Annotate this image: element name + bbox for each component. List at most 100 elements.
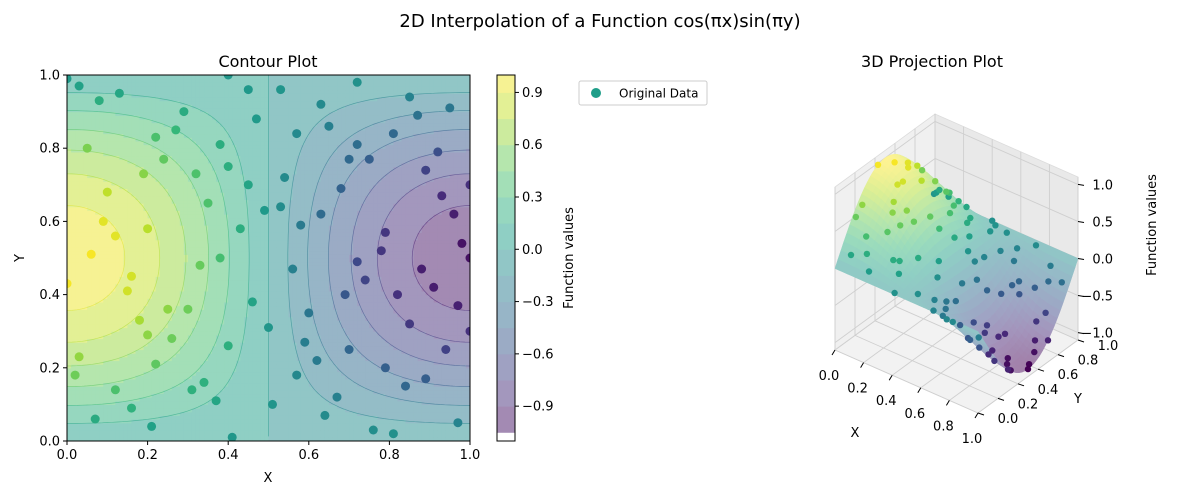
contour-subplot: Contour Plot 0.0 0.2 0.4 0.6 0.8 1.0 0.0 0.2 0.4… <box>13 52 480 486</box>
contour-data-point <box>352 77 362 87</box>
colorbar-band <box>497 170 515 198</box>
surface3d-data-point <box>942 305 949 313</box>
surface3d-data-point <box>1001 330 1009 337</box>
colorbar: 0.9 0.6 0.3 0.0 −0.3 −0.6 −0.9 Function values <box>496 74 577 442</box>
contour-data-point <box>465 180 470 190</box>
surface3d-data-point <box>943 188 950 195</box>
surface3d-data-point <box>915 254 922 262</box>
legend-box <box>578 80 708 106</box>
surface3d-data-point <box>1031 337 1039 344</box>
surface3d-data-point <box>943 316 950 323</box>
colorbar-tick-label: 0.0 <box>522 243 543 258</box>
surface3d-data-point <box>905 164 912 171</box>
contour-data-point <box>183 304 193 314</box>
contour-data-point <box>74 352 84 362</box>
colorbar-band <box>497 75 515 93</box>
contour-data-point <box>74 81 84 91</box>
surface3d-axis-line <box>1077 258 1085 260</box>
surface3d-axis-line <box>974 412 979 419</box>
surface3d-ztick-label: −0.5 <box>1081 290 1113 305</box>
surface3d-axis-line <box>1077 295 1085 298</box>
contour-data-point <box>324 121 334 131</box>
surface3d-data-point <box>1044 337 1052 344</box>
surface3d-data-point <box>949 318 956 326</box>
contour-data-point <box>82 143 92 153</box>
surface3d-data-point <box>998 290 1005 297</box>
surface3d-data-point <box>891 159 898 166</box>
surface3d-data-point <box>1004 366 1012 373</box>
contour-data-point <box>127 271 136 281</box>
surface3d-data-point <box>890 256 897 264</box>
colorbar-band <box>497 249 515 276</box>
contour-data-point <box>223 75 233 80</box>
surface3d-xtick-label: 0.8 <box>933 419 954 434</box>
colorbar-band <box>497 353 515 381</box>
surface3d-axis-line <box>977 412 985 416</box>
contour-line <box>67 110 230 406</box>
surface3d-axis-line <box>917 387 922 394</box>
surface3d-ztick-label: 1.0 <box>1092 178 1113 193</box>
contour-data-point <box>465 326 470 336</box>
contour-data-point <box>223 341 233 351</box>
contour-xlabel: X <box>264 471 273 486</box>
surface3d-data-point <box>971 258 978 265</box>
contour-ticks: 0.0 0.2 0.4 0.6 0.8 1.0 0.0 0.2 0.4 0.6 0.8 1.0 <box>39 69 480 464</box>
colorbar-band <box>497 144 515 172</box>
contour-xtick-label: 0.0 <box>57 448 78 463</box>
surface3d-data-point <box>973 276 981 283</box>
surface3d-data-point <box>967 214 974 222</box>
surface3d-data-point <box>891 289 898 297</box>
contour-data-point <box>296 220 306 230</box>
contour-data-point <box>110 385 120 395</box>
surface3d-data-point <box>1003 360 1011 368</box>
surface3d-data-point <box>1025 361 1033 368</box>
surface3d-data-point <box>951 234 958 241</box>
contour-data-point <box>437 191 447 201</box>
colorbar-band <box>497 223 515 250</box>
surface3d-ticks: 0.00.20.40.60.81.00.00.20.40.60.81.0−1.0… <box>819 178 1119 447</box>
contour-data-point <box>151 359 161 369</box>
contour-data-point <box>316 209 326 219</box>
surface3d-data-point <box>1013 245 1021 252</box>
surface3d-data-point <box>946 209 954 217</box>
contour-ytick-label: 0.6 <box>39 215 60 230</box>
contour-data-point <box>441 345 451 354</box>
contour-data-point <box>332 392 342 402</box>
surface3d-data-point <box>970 319 977 326</box>
surface3d-data-point <box>914 290 922 298</box>
surface3d-ztick-label: 0.0 <box>1092 253 1113 268</box>
legend-marker-original-data <box>591 88 601 98</box>
contour-data-point <box>352 257 362 267</box>
contour-data-point <box>453 418 463 428</box>
colorbar-band <box>497 327 515 355</box>
figure-suptitle: 2D Interpolation of a Function cos(πx)si… <box>399 11 800 32</box>
contour-data-point <box>433 147 443 157</box>
surface3d-subplot: 3D Projection Plot 0.00.20.40.60.81.00.0… <box>819 52 1160 447</box>
surface3d-data-point <box>981 253 988 261</box>
surface3d-zlabel: Function values <box>1145 174 1160 276</box>
contour-data-point <box>67 75 72 84</box>
contour-xtick-label: 0.8 <box>379 448 400 463</box>
contour-data-point <box>340 290 350 300</box>
colorbar-tick-label: −0.9 <box>522 400 554 415</box>
contour-data-point <box>344 345 354 354</box>
surface3d-axis-line <box>1077 339 1085 343</box>
surface3d-data-point <box>1047 262 1054 269</box>
surface3d-data-point <box>964 248 972 255</box>
contour-data-point <box>70 370 80 380</box>
colorbar-band <box>497 92 515 120</box>
contour-data-point <box>147 421 157 431</box>
colorbar-band <box>497 275 515 303</box>
surface3d-ytick-label: 1.0 <box>1098 339 1119 354</box>
contour-data-point <box>312 356 322 365</box>
contour-data-point <box>360 275 370 285</box>
colorbar-tick-label: −0.6 <box>522 347 554 362</box>
surface3d-axis-line <box>945 400 950 406</box>
surface3d-data-point <box>966 233 973 240</box>
contour-data-point <box>223 162 233 171</box>
surface3d-data-point <box>952 297 959 305</box>
contour-lines <box>67 75 470 437</box>
contour-data-point <box>110 231 120 241</box>
surface3d-gridline <box>874 320 1019 385</box>
surface3d-data-point <box>943 298 950 305</box>
